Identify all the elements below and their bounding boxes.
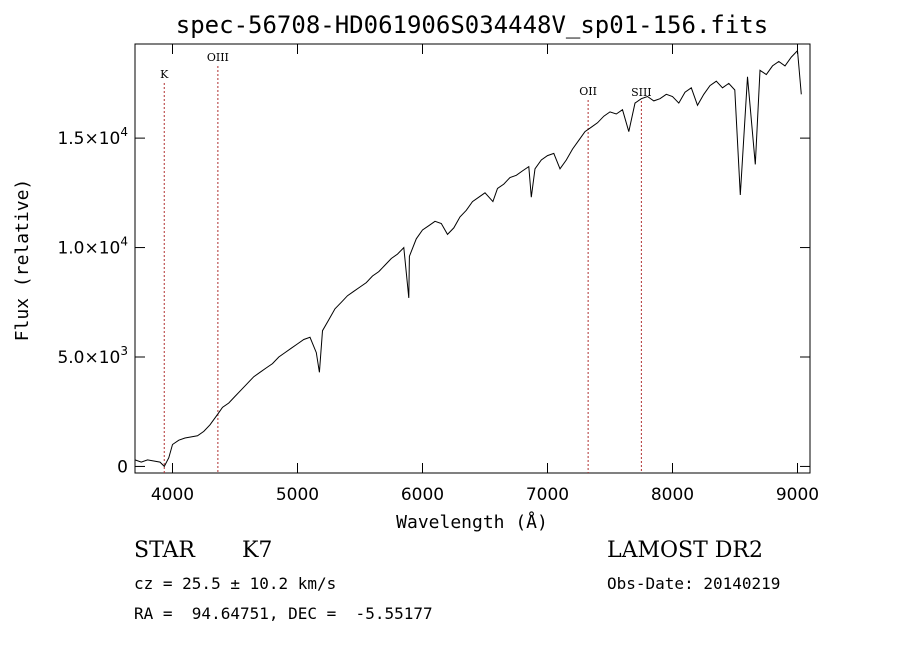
coordinates-text: RA = 94.64751, DEC = -5.55177 xyxy=(134,604,433,623)
line-marker-label: SIII xyxy=(631,86,652,99)
object-class: STAR xyxy=(134,538,195,563)
axis-ticks: 4000 5000 6000 7000 8000 9000 0 5.0×103 1.0×104 1… xyxy=(57,44,819,505)
spectral-line-markers: K OIII OII SIII xyxy=(160,51,652,473)
object-subclass: K7 xyxy=(242,538,273,563)
line-marker-label: OIII xyxy=(207,51,229,64)
x-tick-label: 4000 xyxy=(151,485,194,505)
spectrum-line xyxy=(134,49,802,468)
survey-label: LAMOST DR2 xyxy=(607,538,763,563)
x-tick-label: 9000 xyxy=(776,485,819,505)
observation-date: Obs-Date: 20140219 xyxy=(607,574,781,593)
x-tick-label: 7000 xyxy=(526,485,569,505)
y-tick-label: 5.0×103 xyxy=(57,344,128,368)
y-tick-label: 1.0×104 xyxy=(57,235,128,259)
line-marker-label: K xyxy=(160,68,169,81)
y-axis-label: Flux (relative) xyxy=(12,179,33,342)
line-marker-label: OII xyxy=(579,85,597,98)
y-tick-label: 0 xyxy=(117,457,128,477)
plot-frame xyxy=(134,43,811,474)
x-axis-label: Wavelength (Å) xyxy=(396,511,548,533)
x-tick-label: 5000 xyxy=(276,485,319,505)
chart-title: spec-56708-HD061906S034448V_sp01-156.fit… xyxy=(176,11,768,39)
x-tick-label: 8000 xyxy=(651,485,694,505)
x-tick-label: 6000 xyxy=(401,485,444,505)
y-tick-label: 1.5×104 xyxy=(57,125,128,149)
redshift-text: cz = 25.5 ± 10.2 km/s xyxy=(134,574,337,593)
